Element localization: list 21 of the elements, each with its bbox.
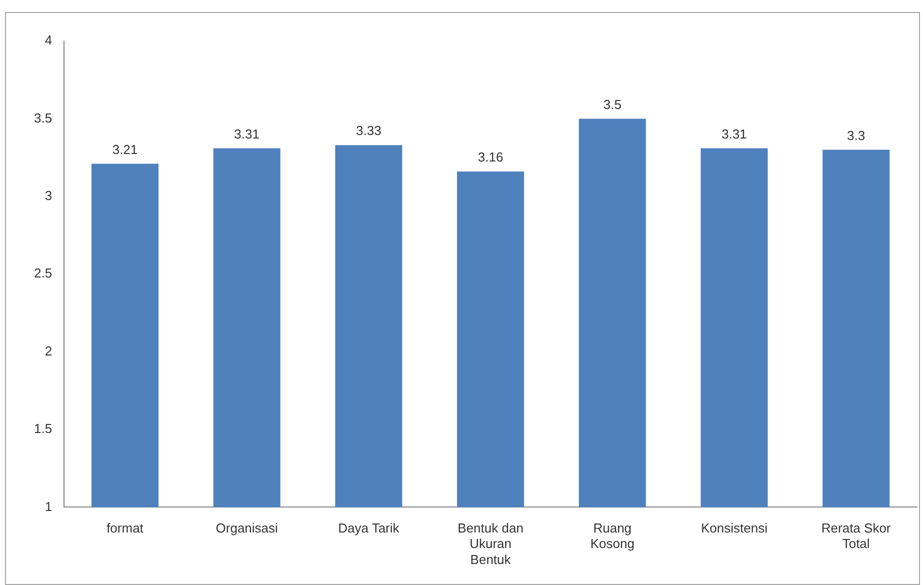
y-tick-label: 3 (44, 188, 52, 203)
y-tick-label: 1 (44, 498, 52, 514)
data-label: 3.21 (112, 142, 138, 157)
x-tick-label: format (106, 520, 144, 536)
data-label: 3.3 (847, 128, 866, 143)
y-tick-label: 2.5 (34, 266, 52, 281)
y-tick-label: 4 (44, 32, 52, 48)
x-tick-label: Organisasi (216, 520, 278, 536)
y-tick-label: 3.5 (34, 110, 52, 126)
x-tick-label: Bentuk dan Ukuran Bentuk (458, 520, 524, 567)
x-tick-label: Ruang Kosong (590, 520, 634, 552)
data-label: 3.16 (478, 150, 504, 165)
data-label: 3.5 (603, 96, 622, 112)
data-label: 3.33 (356, 123, 382, 138)
data-label: 3.31 (722, 126, 747, 142)
x-tick-label: Daya Tarik (338, 520, 400, 536)
y-tick-label: 2 (44, 343, 52, 358)
y-tick-label: 1.5 (34, 421, 52, 436)
data-label: 3.31 (234, 126, 260, 142)
x-tick-label: Konsistensi (700, 520, 768, 536)
x-tick-label: Rerata Skor Total (821, 520, 892, 552)
